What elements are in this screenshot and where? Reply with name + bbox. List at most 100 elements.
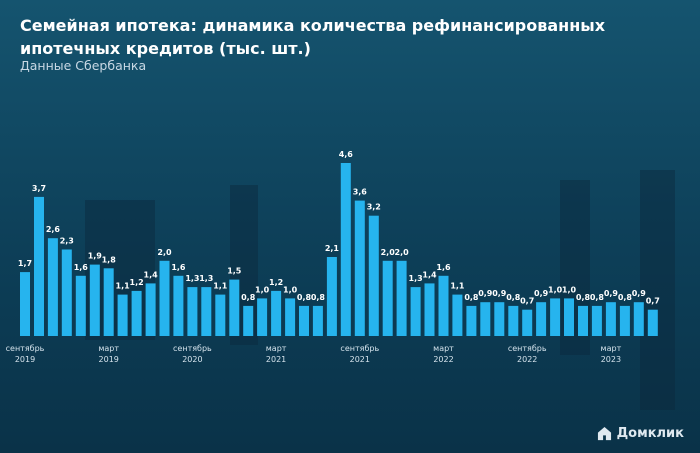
brand-name: Домклик <box>616 426 684 441</box>
bar <box>368 215 379 336</box>
x-tick-month: март <box>601 344 622 353</box>
x-tick-month: март <box>266 344 287 353</box>
bar <box>243 305 254 336</box>
bar-value-label: 1,5 <box>227 267 242 276</box>
bar-value-label: 1,0 <box>562 285 577 294</box>
domclick-logo: Домклик <box>597 426 684 441</box>
bar <box>89 264 100 336</box>
bar-value-label: 4,6 <box>339 150 354 159</box>
bar <box>229 279 240 336</box>
x-tick-year: 2020 <box>182 355 202 364</box>
bar <box>424 283 435 336</box>
bar-value-label: 1,2 <box>269 278 283 287</box>
bar-value-label: 1,7 <box>18 259 32 268</box>
x-tick-year: 2021 <box>266 355 286 364</box>
bar <box>647 309 658 336</box>
bar <box>47 238 58 336</box>
bar <box>438 275 449 336</box>
bar <box>619 305 630 336</box>
x-tick-month: сентябрь <box>6 344 45 353</box>
bar <box>354 200 365 336</box>
bar-value-label: 1,2 <box>130 278 144 287</box>
bar <box>633 302 644 336</box>
bar <box>271 290 282 336</box>
bar-value-label: 2,3 <box>60 237 74 246</box>
bar <box>20 272 30 336</box>
bar <box>508 305 519 336</box>
bar-value-label: 0,8 <box>506 293 521 302</box>
bar-value-label: 0,8 <box>618 293 633 302</box>
bar <box>340 163 351 336</box>
bar-value-label: 2,0 <box>381 248 396 257</box>
bar <box>187 287 198 336</box>
x-tick-month: сентябрь <box>508 344 547 353</box>
bar <box>578 305 588 336</box>
x-tick-month: сентябрь <box>173 344 212 353</box>
bar-value-label: 0,9 <box>632 289 647 298</box>
bar <box>215 294 226 336</box>
bar-value-label: 1,6 <box>74 263 89 272</box>
bar-value-label: 0,9 <box>478 289 493 298</box>
bar-value-label: 1,0 <box>548 285 563 294</box>
bar-value-label: 3,6 <box>353 188 368 197</box>
x-tick-month: март <box>433 344 454 353</box>
bar <box>452 294 463 336</box>
bar <box>173 275 184 336</box>
bar <box>299 305 309 336</box>
bar-value-label: 0,8 <box>590 293 605 302</box>
x-tick-year: 2022 <box>517 355 537 364</box>
bar <box>285 298 296 336</box>
x-tick-month: сентябрь <box>340 344 379 353</box>
bar-value-label: 1,1 <box>116 282 131 291</box>
bar <box>131 290 142 336</box>
bar-value-label: 0,9 <box>534 289 549 298</box>
bar-value-label: 1,4 <box>422 270 437 279</box>
bar-value-label: 1,3 <box>185 274 199 283</box>
chart-title: Семейная ипотека: динамика количества ре… <box>20 16 606 58</box>
bar <box>494 302 505 336</box>
x-tick-year: 2021 <box>350 355 370 364</box>
bar-value-label: 0,8 <box>576 293 591 302</box>
bar-value-label: 1,6 <box>171 263 186 272</box>
bar-value-label: 0,8 <box>297 293 312 302</box>
bar <box>61 249 72 336</box>
bar <box>591 305 602 336</box>
bar-value-label: 0,9 <box>492 289 507 298</box>
bar-value-label: 2,1 <box>325 244 340 253</box>
bar-value-label: 0,7 <box>646 297 660 306</box>
bar <box>326 257 337 336</box>
bar <box>145 283 156 336</box>
bar <box>312 305 323 336</box>
bar-value-label: 1,0 <box>255 285 270 294</box>
bar <box>480 302 491 336</box>
bar <box>34 196 44 336</box>
bar-value-label: 0,9 <box>604 289 619 298</box>
bar-value-label: 0,8 <box>311 293 326 302</box>
bar <box>396 260 407 336</box>
bar <box>201 287 212 336</box>
bar-value-label: 2,0 <box>395 248 410 257</box>
bar-value-label: 2,6 <box>46 225 61 234</box>
bar-value-label: 3,7 <box>32 184 46 193</box>
x-tick-year: 2023 <box>601 355 621 364</box>
bar <box>257 298 268 336</box>
bar-value-label: 1,0 <box>283 285 298 294</box>
bar <box>522 309 533 336</box>
bar-value-label: 0,7 <box>520 297 534 306</box>
bar-value-label: 1,6 <box>436 263 451 272</box>
bar <box>75 275 86 336</box>
bar <box>605 302 616 336</box>
bar <box>159 260 170 336</box>
background-block <box>640 170 675 410</box>
bar <box>466 305 477 336</box>
x-tick-year: 2019 <box>99 355 119 364</box>
chart-subtitle: Данные Сбербанка <box>20 58 147 73</box>
bar-value-label: 1,8 <box>102 255 117 264</box>
x-tick-year: 2019 <box>15 355 35 364</box>
x-tick-month: март <box>98 344 119 353</box>
bar <box>117 294 128 336</box>
bar-value-label: 1,4 <box>144 270 159 279</box>
x-tick-year: 2022 <box>433 355 453 364</box>
bar-value-label: 1,3 <box>409 274 423 283</box>
